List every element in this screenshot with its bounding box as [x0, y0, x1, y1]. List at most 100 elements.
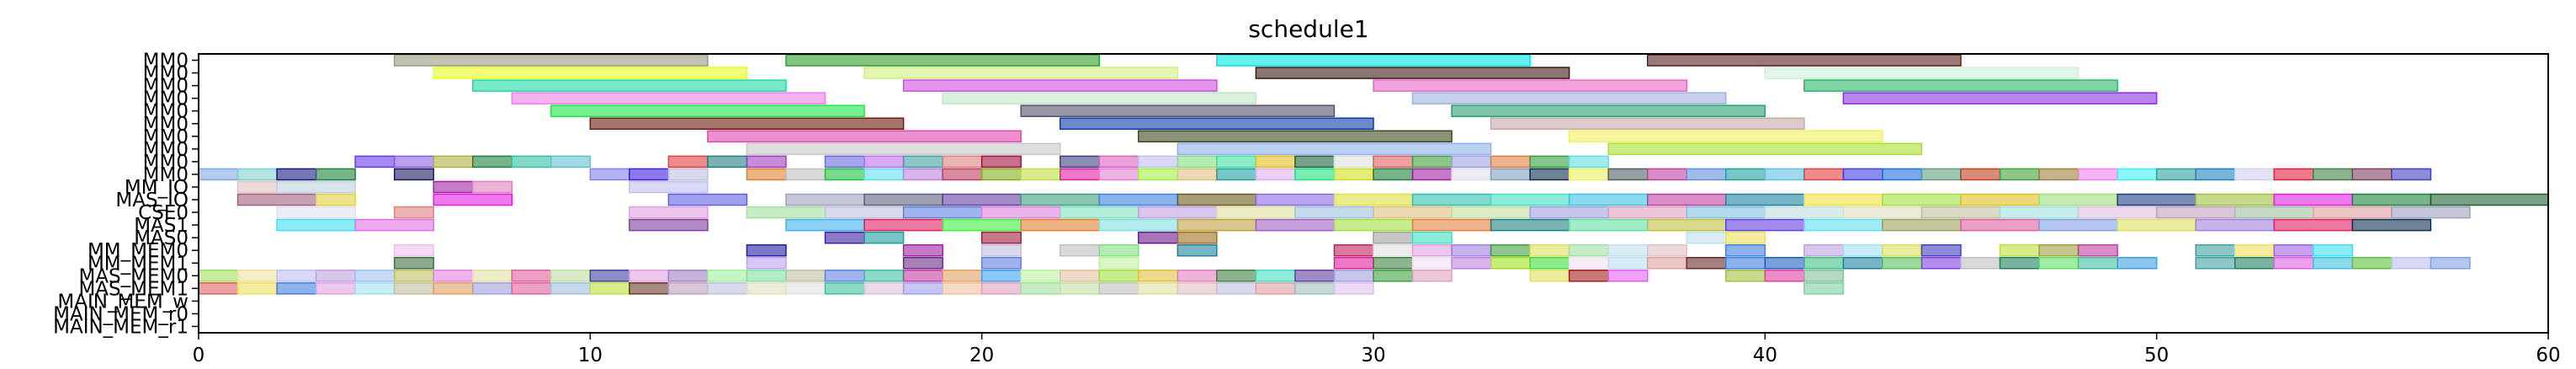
task-bar [1333, 155, 1374, 168]
task-bar [1411, 270, 1453, 282]
task-bar [1842, 92, 2158, 104]
task-bar [1686, 168, 1727, 181]
task-bar [1255, 67, 1570, 79]
task-bar [1725, 256, 1766, 270]
task-bar [2038, 243, 2079, 257]
task-bar [1568, 155, 1609, 168]
task-bar [1842, 206, 1923, 219]
task-bar [1490, 193, 1570, 206]
task-bar [1842, 168, 1883, 181]
task-bar [393, 243, 434, 257]
task-bar [1490, 256, 1531, 270]
task-bar [315, 168, 356, 181]
task-bar [393, 256, 434, 270]
task-bar [198, 168, 239, 181]
task-bar [2077, 256, 2118, 270]
task-bar [1607, 270, 1649, 282]
task-bar [1646, 54, 1962, 67]
task-bar [1176, 282, 1218, 295]
task-bar [1646, 218, 1727, 232]
task-bar [1451, 243, 1492, 257]
task-bar [2038, 218, 2118, 232]
task-bar [1882, 243, 1923, 257]
task-bar [1764, 206, 1845, 219]
task-bar [2155, 168, 2196, 181]
task-bar [1333, 243, 1374, 257]
task-bar [1333, 282, 1374, 295]
task-bar [471, 282, 513, 295]
task-bar [902, 206, 983, 219]
task-bar [1059, 243, 1101, 257]
task-bar [1686, 206, 1766, 219]
task-bar [746, 282, 787, 295]
task-bar [824, 282, 865, 295]
task-bar [1373, 79, 1688, 92]
task-bar [942, 282, 983, 295]
task-bar [1999, 243, 2040, 257]
task-bar [354, 282, 396, 295]
task-bar [1255, 218, 1336, 232]
task-bar [198, 282, 239, 295]
x-tick-label: 40 [1753, 345, 1777, 366]
task-bar [2117, 168, 2158, 181]
task-bar [824, 155, 865, 168]
task-bar [629, 206, 709, 219]
task-bar [863, 168, 905, 181]
task-bar [1411, 92, 1727, 104]
task-bar [276, 168, 317, 181]
task-bar [1725, 168, 1766, 181]
task-bar [863, 231, 905, 244]
task-bar [1764, 256, 1805, 270]
task-bar [2351, 168, 2393, 181]
task-bar [629, 218, 709, 232]
task-bar [1020, 270, 1061, 282]
task-bar [1451, 168, 1492, 181]
task-bar [942, 270, 983, 282]
task-bar [863, 270, 905, 282]
y-tick-label: MM0 [143, 164, 189, 186]
task-bar [1294, 270, 1336, 282]
task-bar [1059, 168, 1101, 181]
task-bar [1176, 243, 1218, 257]
task-bar [1098, 168, 1139, 181]
task-bar [1059, 206, 1139, 219]
task-bar [2391, 206, 2471, 219]
task-bar [1333, 270, 1374, 282]
task-bar [471, 79, 787, 92]
task-bar [1568, 243, 1609, 257]
x-axis: 0 10 20 30 40 50 60 [193, 333, 2561, 366]
task-bar [1764, 270, 1805, 282]
task-bar [393, 282, 434, 295]
y-tick-label: MM0 [143, 114, 189, 136]
task-bar [315, 193, 356, 206]
task-bar [1176, 142, 1492, 156]
task-bar [2313, 206, 2393, 219]
task-bar [1176, 155, 1218, 168]
task-bar [1529, 155, 1570, 168]
task-bar [902, 155, 943, 168]
task-bar [2273, 168, 2314, 181]
task-bar [236, 193, 317, 206]
task-bar [1098, 256, 1139, 270]
task-bar [1920, 243, 1962, 257]
task-bar [2117, 218, 2196, 232]
task-bar [2273, 218, 2354, 232]
task-bar [1451, 256, 1492, 270]
task-bar [276, 270, 317, 282]
task-bar [1568, 168, 1609, 181]
task-bar [629, 270, 670, 282]
task-bar [1138, 168, 1179, 181]
y-tick-label: MM0 [143, 139, 189, 161]
task-bar [746, 256, 787, 270]
task-bar [1255, 282, 1296, 295]
task-bar [824, 168, 865, 181]
y-tick-label: MM0 [143, 152, 189, 174]
task-bar [1098, 282, 1139, 295]
task-bar [2117, 193, 2196, 206]
task-bar [746, 270, 787, 282]
task-bar [785, 54, 1101, 67]
task-bar [980, 206, 1061, 219]
task-bar [1451, 206, 1531, 219]
task-bar [1138, 231, 1179, 244]
task-bar [236, 270, 278, 282]
